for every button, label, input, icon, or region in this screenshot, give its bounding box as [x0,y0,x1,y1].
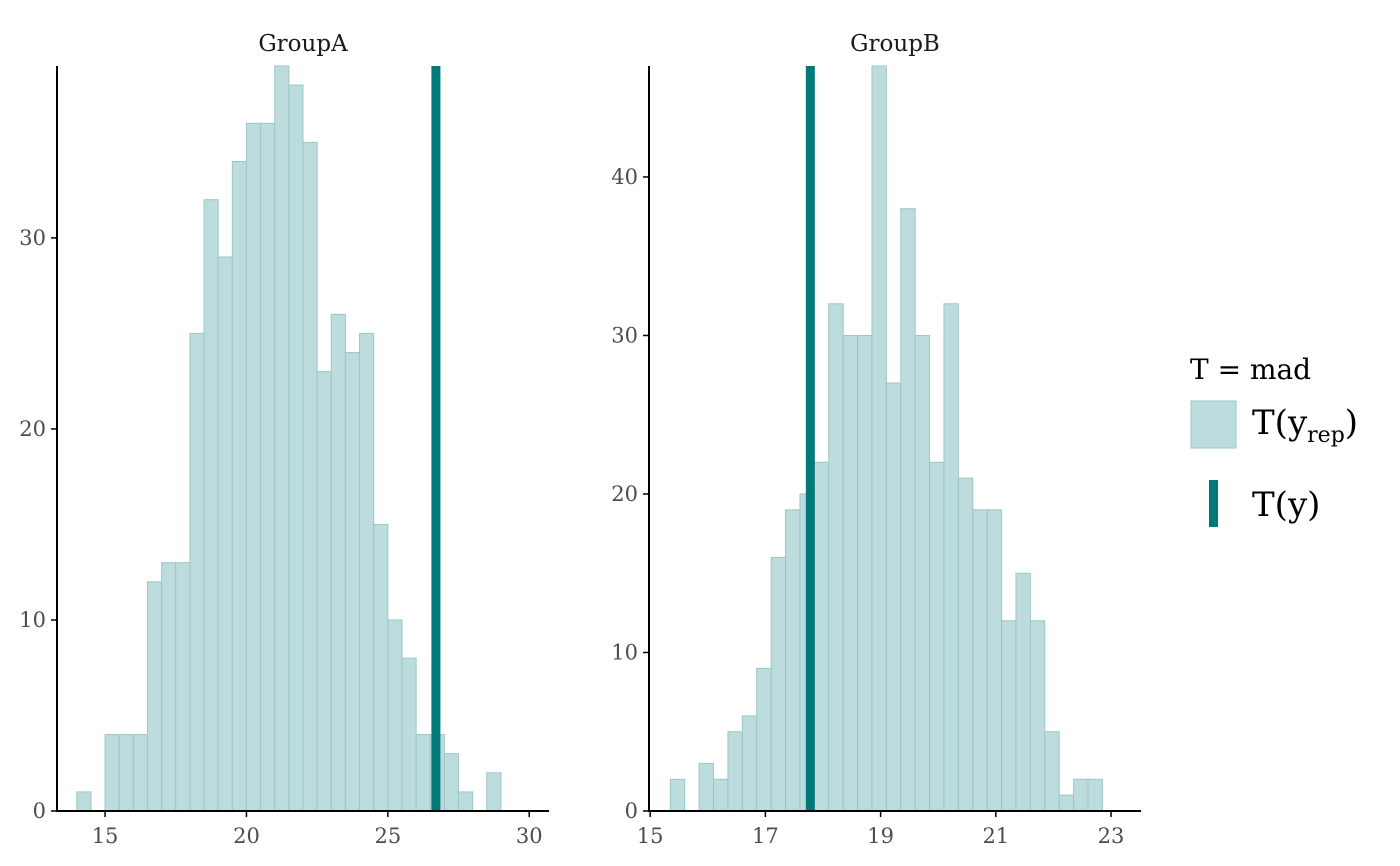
histogram-bar [415,734,431,812]
y-tick-label: 40 [611,165,638,189]
histogram-bar [929,461,945,812]
histogram-bar [914,334,931,812]
histogram-bar [785,509,801,812]
histogram-bar [900,208,916,812]
x-tick-label: 19 [867,824,894,848]
histogram-bar [957,477,974,812]
histogram-bar [330,313,346,812]
x-tick-label: 21 [982,824,1009,848]
histogram-bar [1044,731,1060,812]
legend: T = mad T(yrep) T(y) [1190,353,1358,527]
histogram-bar [698,762,715,812]
x-tick-label: 15 [92,824,119,848]
histogram-bar [842,334,859,812]
legend-key-rep [1190,400,1237,449]
histogram-bar [1029,620,1046,812]
histogram-bar [231,161,247,812]
histogram-bar [713,778,729,812]
facet-title-group-b: GroupB [850,31,940,57]
histogram-bar [288,84,304,812]
histogram-bar [1058,794,1075,812]
y-tick-label: 0 [625,799,638,823]
x-tick-label: 30 [516,824,543,848]
x-tick-label: 17 [752,824,779,848]
histogram-bar [245,122,262,812]
histogram-bar [1087,778,1103,812]
histogram-bar [401,657,417,812]
x-tick-label: 15 [637,824,664,848]
y-tick-label: 20 [611,482,638,506]
histogram-bar [132,734,148,812]
observed-line-group-b [805,66,815,811]
histogram-bar [756,667,772,812]
legend-label-rep: T(yrep) [1252,403,1358,448]
histogram-bar [217,256,233,812]
histogram-bar [203,199,219,812]
facet-title-group-a: GroupA [258,31,348,57]
histogram-bar [813,461,830,812]
legend-label-obs: T(y) [1252,485,1320,525]
histogram-bar [986,509,1003,812]
histogram-bar [302,141,318,812]
histogram-bar [857,334,873,812]
y-tick-label: 0 [33,799,46,823]
histogram-bar [972,509,988,812]
y-tick-label: 30 [19,226,46,250]
histogram-bar [76,791,92,812]
histogram-bar [443,753,460,812]
histogram-bar [943,303,959,812]
histogram-bar [175,562,191,812]
x-tick-label: 20 [233,824,260,848]
histogram-bar [669,778,686,812]
histogram-bar [727,731,743,812]
histogram-bar [387,619,403,812]
legend-label-rep-close: ) [1345,403,1358,443]
histogram-bar [1073,778,1089,812]
histogram-bar [146,581,163,812]
histogram-bar [359,332,375,812]
histogram-bar [741,715,758,812]
panel-group-b: GroupB 15 17 19 21 23 0 10 20 30 40 [611,31,1141,848]
panel-group-a: GroupA 15 20 25 30 0 10 20 30 [19,31,549,848]
histogram-bar [871,65,887,812]
histogram-bar [458,791,474,812]
axes-group-b: 15 17 19 21 23 0 10 20 30 40 [611,66,1141,848]
histogram-bar [104,734,120,812]
histogram-bar [486,772,502,812]
x-tick-label: 25 [374,824,401,848]
histogram-bar [828,303,844,812]
x-tick-label: 23 [1098,824,1125,848]
histogram-bar [260,122,276,812]
observed-stat-line-group-b [805,66,815,811]
legend-label-rep-sub: rep [1307,423,1345,448]
histogram-bar [316,371,332,812]
observed-stat-line-group-a [431,66,441,811]
histogram-bars-group-b [669,65,1103,812]
legend-title: T = mad [1190,353,1311,386]
histogram-bar [344,352,361,812]
y-tick-label: 30 [611,323,638,347]
histogram-bar [161,562,177,812]
histogram-bar [118,734,134,812]
histogram-bar [885,382,902,812]
axes-group-a: 15 20 25 30 0 10 20 30 [19,66,549,848]
legend-key-obs [1209,480,1218,527]
histogram-bar [1001,620,1017,812]
observed-line-group-a [431,66,441,811]
histogram-bar [1015,572,1031,812]
histogram-bar [373,523,389,812]
legend-label-rep-main: T(y [1252,403,1308,443]
y-tick-label: 10 [611,640,638,664]
histogram-bar [770,556,787,812]
y-tick-label: 20 [19,417,46,441]
histogram-bar [189,332,205,812]
y-tick-label: 10 [19,608,46,632]
histogram-bar [274,65,290,812]
